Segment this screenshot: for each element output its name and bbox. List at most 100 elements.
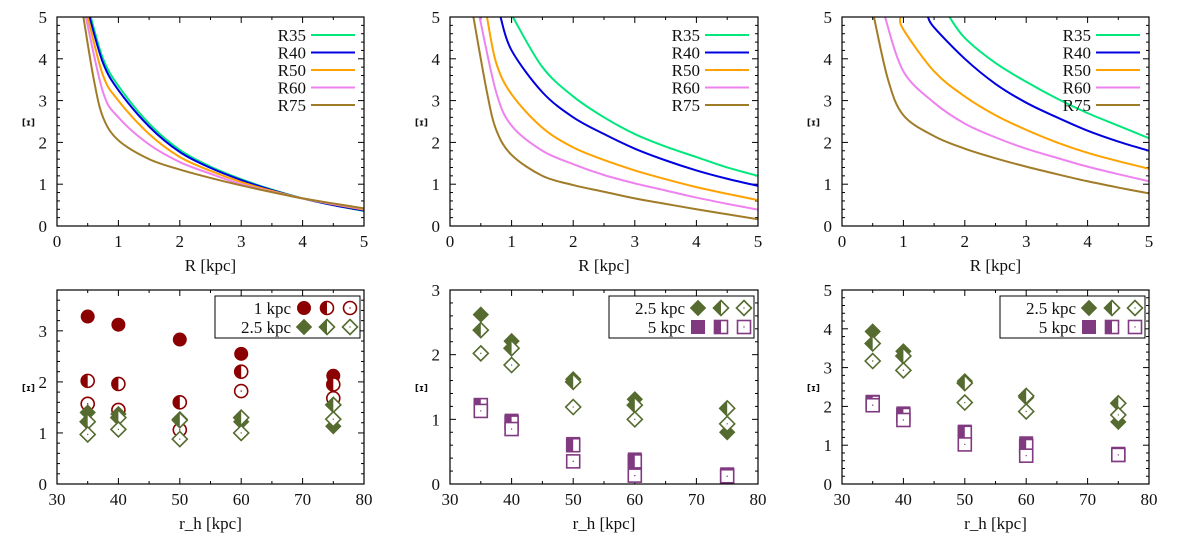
marker-center-dot <box>480 352 482 355</box>
data-point-circle-filled <box>80 309 95 324</box>
x-tick-label: 60 <box>626 490 643 509</box>
x-tick-label: 80 <box>750 490 767 509</box>
marker-half-fill <box>80 414 88 430</box>
marker-half-fill <box>1105 320 1112 334</box>
legend-label: R40 <box>1063 44 1091 63</box>
data-point-circle-half <box>172 395 188 410</box>
x-tick-label: 3 <box>631 232 640 251</box>
markers <box>472 306 736 484</box>
marker-filled <box>172 332 187 347</box>
marker-center-dot <box>349 326 351 328</box>
series-line-r75 <box>82 17 364 210</box>
legend-marker-open <box>1126 299 1144 317</box>
x-tick-label: 60 <box>1018 490 1035 509</box>
legend-label: R35 <box>278 26 306 45</box>
legend-marker-filled <box>297 301 311 315</box>
data-point-square-open <box>473 403 489 419</box>
data-point-diamond-filled <box>472 306 490 323</box>
marker-center-dot <box>634 474 636 477</box>
marker-half-fill <box>895 348 904 364</box>
data-point-circle-filled <box>234 346 249 361</box>
marker-center-dot <box>1134 326 1136 328</box>
series-line-r75 <box>872 17 1149 195</box>
plot-frame <box>56 16 365 227</box>
x-tick-label: 40 <box>110 490 127 509</box>
y-tick-label: 2 <box>39 133 48 152</box>
x-axis-label: R [kpc] <box>578 256 629 275</box>
y-tick-label: 0 <box>39 475 48 494</box>
y-tick-label: 5 <box>432 8 441 27</box>
y-tick-label: 1 <box>824 436 833 455</box>
y-axis-label: [ɪ] <box>22 119 35 129</box>
data-point-diamond-open <box>502 356 521 374</box>
legend-label: R50 <box>278 61 306 80</box>
y-axis-label: [ɪ] <box>415 384 428 394</box>
series-line-r35 <box>511 17 758 177</box>
data-point-diamond-open <box>894 361 913 379</box>
data-point-square-open <box>627 468 643 483</box>
data-point-diamond-half <box>1017 387 1035 405</box>
legend-label: R40 <box>278 44 306 63</box>
series-line-r75 <box>472 17 758 221</box>
markers <box>79 309 342 448</box>
x-tick-label: 80 <box>1141 490 1158 509</box>
data-point-square-open <box>1018 448 1034 463</box>
marker-center-dot <box>117 428 120 431</box>
x-tick-label: 30 <box>49 490 66 509</box>
y-tick-label: 3 <box>432 281 441 300</box>
marker-filled <box>80 309 95 324</box>
data-point-square-half <box>565 437 581 453</box>
y-tick-label: 1 <box>39 175 48 194</box>
legend-box <box>608 295 755 339</box>
marker-half-fill <box>958 426 965 440</box>
marker-center-dot <box>179 438 181 440</box>
y-tick-label: 2 <box>39 373 48 392</box>
x-tick-label: 4 <box>692 232 701 251</box>
x-tick-label: 2 <box>176 232 185 251</box>
legend-box <box>999 295 1146 339</box>
x-tick-label: 2 <box>961 232 970 251</box>
data-point-square-open <box>896 412 911 428</box>
data-point-diamond-half <box>718 399 736 417</box>
y-tick-label: 2 <box>824 397 833 416</box>
legend-marker-filled <box>691 320 705 334</box>
x-tick-label: 70 <box>294 490 311 509</box>
series-lines <box>82 17 364 212</box>
x-tick-label: 5 <box>1145 232 1154 251</box>
marker-half-fill <box>326 377 334 391</box>
legend-marker-open <box>1127 319 1143 335</box>
data-point-circle-half <box>325 377 341 392</box>
legend-marker-half <box>713 319 729 335</box>
y-tick-label: 3 <box>39 92 48 111</box>
data-point-diamond-open <box>564 398 582 416</box>
data-point-diamond-half <box>472 321 490 339</box>
data-point-diamond-half <box>109 409 128 427</box>
data-point-diamond-open <box>472 344 490 363</box>
x-tick-label: 30 <box>442 490 459 509</box>
x-tick-label: 0 <box>838 232 847 251</box>
data-point-diamond-open <box>79 425 97 444</box>
marker-center-dot <box>1025 410 1027 413</box>
marker-half-fill <box>173 395 180 409</box>
data-point-diamond-open <box>324 410 342 428</box>
x-tick-label: 50 <box>956 490 973 509</box>
marker-center-dot <box>332 418 334 420</box>
marker-filled <box>689 299 707 317</box>
x-tick-label: 3 <box>1022 232 1031 251</box>
data-point-diamond-half <box>171 411 189 429</box>
x-tick-label: 3 <box>237 232 246 251</box>
y-tick-label: 1 <box>824 175 833 194</box>
legend-label: R50 <box>1063 61 1091 80</box>
legend-marker-half <box>1103 299 1121 317</box>
plot-frame <box>841 16 1150 227</box>
legend-marker-half <box>319 300 335 316</box>
marker-half-fill <box>110 410 119 426</box>
marker-center-dot <box>1134 307 1136 309</box>
data-point-diamond-open <box>1017 402 1035 421</box>
legend-label: 5 kpc <box>648 318 686 337</box>
